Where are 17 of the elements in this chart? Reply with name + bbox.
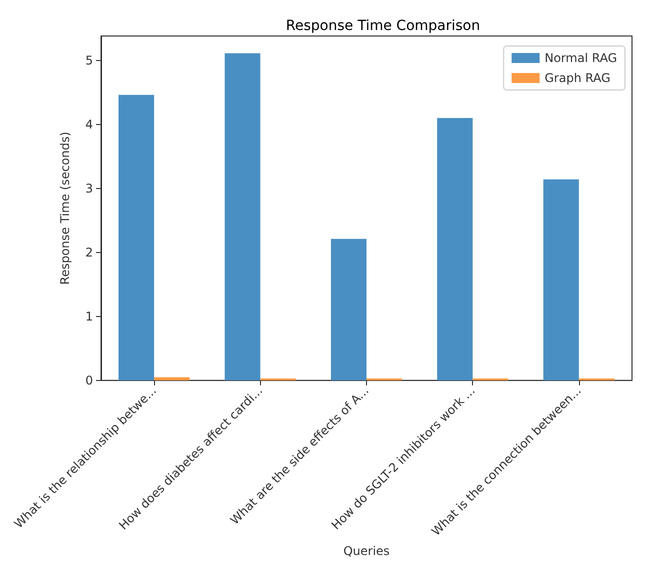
bar	[543, 179, 579, 380]
bar	[330, 238, 366, 380]
y-axis-title: Response Time (seconds)	[58, 132, 72, 285]
bar	[437, 118, 473, 380]
legend-label: Normal RAG	[544, 51, 618, 65]
x-axis-title: Queries	[343, 544, 390, 558]
legend-label: Graph RAG	[544, 71, 610, 85]
bar	[118, 94, 154, 380]
bar	[224, 53, 260, 380]
y-tick-label: 3	[85, 181, 93, 196]
chart-title: Response Time Comparison	[286, 18, 480, 34]
bar	[154, 377, 190, 380]
y-tick-label: 0	[85, 373, 93, 388]
y-tick-label: 4	[85, 117, 93, 132]
y-tick-label: 2	[85, 245, 93, 260]
y-tick-label: 5	[85, 53, 93, 68]
y-tick-label: 1	[85, 309, 93, 324]
